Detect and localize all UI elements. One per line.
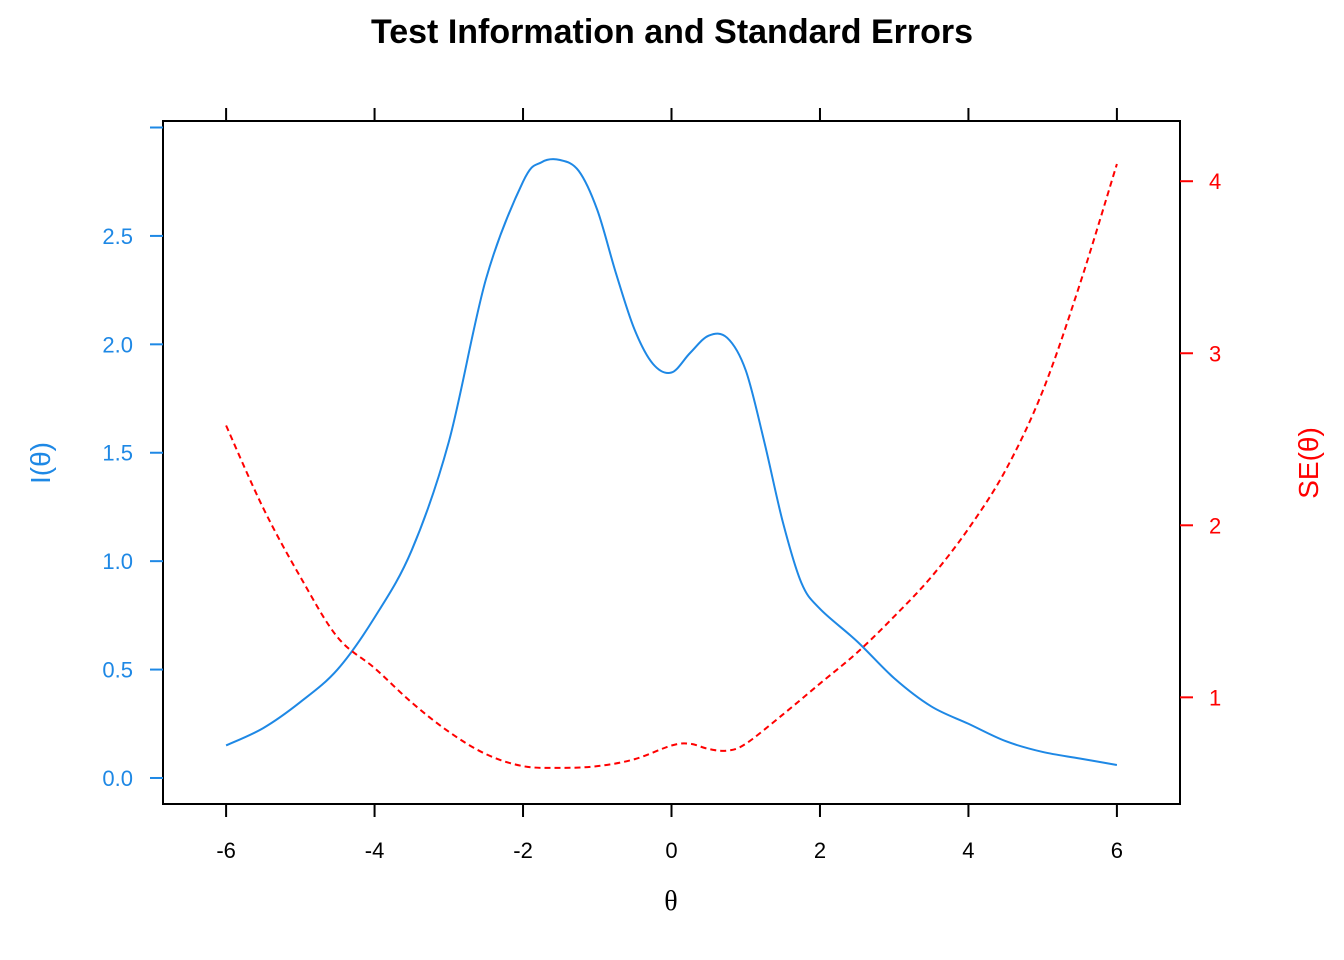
x-tick-label: 2 bbox=[814, 838, 826, 863]
chart-marks: -6 -4 -2 0 2 4 6 0.0 0.5 1.0 1.5 2.0 2.5 1 2 3 4 bbox=[102, 108, 1221, 863]
chart-title: Test Information and Standard Errors bbox=[371, 13, 973, 51]
y-left-tick-label: 2.5 bbox=[102, 224, 133, 249]
standard-error-curve bbox=[225, 163, 1118, 769]
y-left-axis-label: I(θ) bbox=[25, 442, 56, 484]
x-axis-label: θ bbox=[664, 886, 677, 917]
y-left-tick-label: 2.0 bbox=[102, 332, 133, 357]
y-left-tick-label: 1.0 bbox=[102, 549, 133, 574]
y-right-tick-label: 3 bbox=[1209, 341, 1221, 366]
y-right-tick-label: 4 bbox=[1209, 169, 1221, 194]
x-tick-label: -4 bbox=[365, 838, 385, 863]
x-tick-label: -6 bbox=[216, 838, 236, 863]
information-curve bbox=[225, 158, 1118, 766]
x-tick-label: -2 bbox=[513, 838, 533, 863]
plot-frame bbox=[162, 120, 1181, 805]
y-right-axis-label: SE(θ) bbox=[1293, 427, 1324, 499]
y-left-tick-label: 0.0 bbox=[102, 766, 133, 791]
y-left-tick-label: 0.5 bbox=[102, 658, 133, 683]
x-tick-label: 6 bbox=[1111, 838, 1123, 863]
x-tick-label: 4 bbox=[962, 838, 974, 863]
y-left-tick-label: 1.5 bbox=[102, 441, 133, 466]
y-right-tick-label: 2 bbox=[1209, 513, 1221, 538]
x-tick-label: 0 bbox=[665, 838, 677, 863]
y-right-tick-label: 1 bbox=[1209, 685, 1221, 710]
